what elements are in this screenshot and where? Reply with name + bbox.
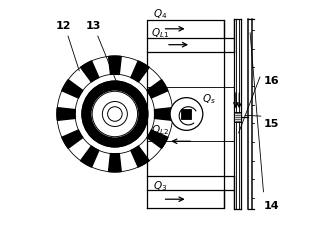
Text: $Q_{L2}$: $Q_{L2}$ — [151, 122, 169, 136]
Text: 14: 14 — [264, 200, 279, 210]
Polygon shape — [57, 108, 75, 121]
Text: 15: 15 — [264, 119, 279, 128]
Text: $Q_3$: $Q_3$ — [153, 179, 167, 193]
Polygon shape — [109, 57, 121, 75]
Polygon shape — [81, 146, 99, 167]
Polygon shape — [154, 108, 173, 121]
Text: 16: 16 — [264, 76, 279, 86]
Bar — [234, 113, 241, 123]
Circle shape — [102, 102, 127, 127]
Polygon shape — [147, 80, 168, 99]
Polygon shape — [62, 80, 83, 99]
Polygon shape — [81, 62, 99, 83]
Text: 12: 12 — [56, 21, 71, 31]
Circle shape — [82, 82, 148, 147]
Polygon shape — [109, 154, 121, 172]
Text: 13: 13 — [85, 21, 101, 31]
Text: $Q_{L1}$: $Q_{L1}$ — [151, 26, 169, 40]
Circle shape — [92, 92, 137, 137]
Text: $Q_s$: $Q_s$ — [202, 92, 216, 105]
Polygon shape — [131, 62, 149, 83]
Polygon shape — [147, 130, 168, 149]
Circle shape — [108, 107, 122, 122]
Text: $Q_4$: $Q_4$ — [153, 7, 168, 21]
Polygon shape — [62, 130, 83, 149]
Bar — [182, 109, 192, 120]
Circle shape — [170, 98, 203, 131]
Polygon shape — [131, 146, 149, 167]
